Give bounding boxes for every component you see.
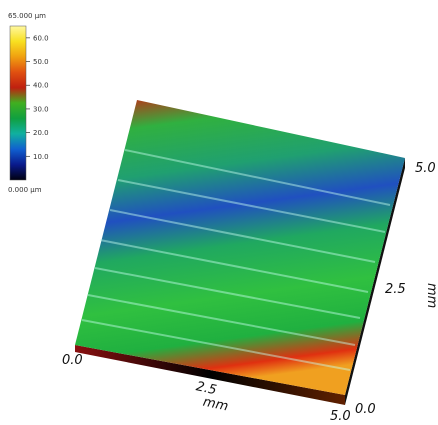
x-tick-label: 0.0 [62,353,83,368]
y-tick-label: 0.0 [355,402,376,417]
colorbar-tick-label: 50.0 [33,58,49,66]
surface [75,100,405,405]
colorbar-tick-label: 40.0 [33,82,49,90]
colorbar-bar [9,25,27,181]
surface-side [345,158,405,405]
surface-top [75,100,405,395]
colorbar-tick-label: 30.0 [33,105,49,113]
surface-texture [81,149,391,371]
x-tick-label: 5.0 [330,409,351,424]
colorbar-max-label: 65.000 µm [8,12,46,20]
surface-side [75,345,345,405]
colorbar-tick-label: 60.0 [33,34,49,42]
y-tick-label: 2.5 [385,282,406,297]
colorbar-tick-label: 20.0 [33,129,49,137]
y-tick-label: 5.0 [415,161,436,176]
x-tick-label: 2.5 [195,379,218,398]
colorbar: 10.0 20.0 30.0 40.0 50.0 60.0 [9,25,49,181]
y-axis-label: mm [424,283,438,308]
x-axis-label: mm [202,395,230,415]
colorbar-min-label: 0.000 µm [8,186,42,194]
colorbar-tick-label: 10.0 [33,153,49,161]
